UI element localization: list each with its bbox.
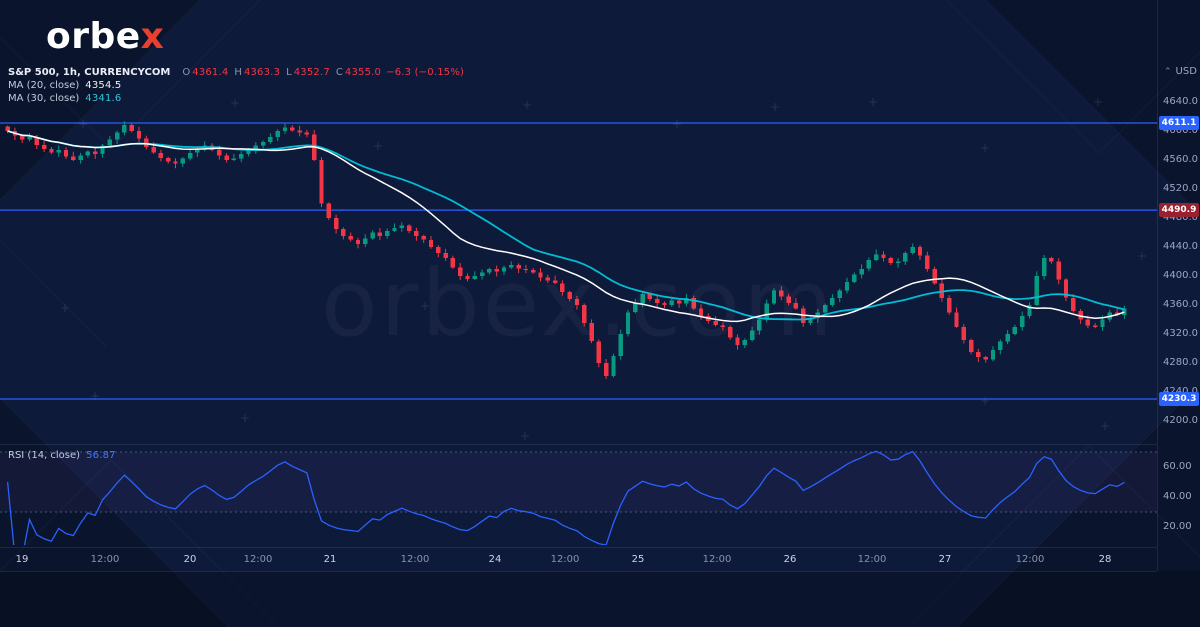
price-tick: 4200.0: [1163, 415, 1198, 426]
time-label: 21: [323, 554, 337, 565]
ma30-legend[interactable]: MA (30, close) 4341.6: [8, 92, 464, 105]
symbol-title[interactable]: S&P 500, 1h, CURRENCYCOM: [8, 67, 171, 78]
open-value: 4361.4: [192, 67, 229, 78]
time-label: 12:00: [243, 554, 273, 565]
logo-text: orbe: [46, 16, 141, 57]
rsi-legend[interactable]: RSI (14, close) 56.87: [8, 450, 116, 461]
time-label: 12:00: [1015, 554, 1045, 565]
change-value: −6.3 (−0.15%): [386, 67, 465, 78]
open-label: O: [182, 67, 191, 78]
time-label: 26: [783, 554, 797, 565]
level-price-badge: 4230.3: [1159, 392, 1199, 407]
chevron-up-icon: ⌃: [1164, 67, 1172, 77]
high-value: 4363.3: [243, 67, 281, 78]
rsi-tick: 60.00: [1163, 461, 1192, 472]
low-value: 4352.7: [293, 67, 330, 78]
level-price-badge: 4490.9: [1159, 203, 1199, 218]
pane-separator[interactable]: [0, 547, 1157, 548]
time-label: 12:00: [90, 554, 120, 565]
time-label: 19: [15, 554, 29, 565]
ma30-value: 4341.6: [85, 93, 122, 104]
axis-separator: [0, 571, 1157, 572]
time-label: 12:00: [400, 554, 430, 565]
price-pane-canvas[interactable]: [0, 62, 1157, 442]
rsi-tick: 40.00: [1163, 491, 1192, 502]
time-label: 12:00: [550, 554, 580, 565]
close-label: C: [335, 67, 343, 78]
price-tick: 4320.0: [1163, 328, 1198, 339]
rsi-value: 56.87: [86, 450, 116, 461]
time-label: 12:00: [702, 554, 732, 565]
ma20-value: 4354.5: [85, 80, 122, 91]
ma30-label: MA (30, close): [8, 93, 80, 104]
high-label: H: [234, 67, 242, 78]
price-tick: 4520.0: [1163, 183, 1198, 194]
price-tick: 4640.0: [1163, 96, 1198, 107]
time-label: 24: [488, 554, 502, 565]
close-value: 4355.0: [344, 67, 382, 78]
price-tick: 4400.0: [1163, 270, 1198, 281]
currency-label: ⌃ USD: [1164, 66, 1197, 77]
low-label: L: [286, 67, 292, 78]
price-tick: 4440.0: [1163, 241, 1198, 252]
price-tick: 4280.0: [1163, 357, 1198, 368]
rsi-band: [0, 452, 1157, 512]
price-tick: 4360.0: [1163, 299, 1198, 310]
orbex-logo: orbex: [46, 16, 164, 57]
currency-text: USD: [1175, 66, 1197, 77]
ohlc-row: S&P 500, 1h, CURRENCYCOM O 4361.4 H 4363.3 L 4…: [8, 66, 464, 79]
rsi-pane-canvas[interactable]: [0, 447, 1157, 545]
ma20-legend[interactable]: MA (20, close) 4354.5: [8, 79, 464, 92]
pane-separator[interactable]: [0, 444, 1157, 445]
time-label: 25: [631, 554, 645, 565]
bottom-decor-band: [0, 571, 1200, 627]
symbol-legend: S&P 500, 1h, CURRENCYCOM O 4361.4 H 4363.3 L 4…: [8, 66, 464, 105]
level-price-badge: 4611.1: [1159, 115, 1199, 130]
time-label: 12:00: [857, 554, 887, 565]
time-axis[interactable]: 19 12:00 20 12:00 21 12:00 24 12:00 25 12:00 26 12:…: [0, 549, 1157, 571]
time-label: 28: [1098, 554, 1112, 565]
price-axis[interactable]: ⌃ USD 4640.0 4600.0 4560.0 4520.0 4480.0 4440.…: [1157, 0, 1200, 571]
price-tick: 4480.0: [1163, 212, 1198, 223]
logo-accent-x: x: [140, 16, 165, 57]
time-label: 27: [938, 554, 952, 565]
time-label: 20: [183, 554, 197, 565]
rsi-tick: 20.00: [1163, 521, 1192, 532]
rsi-label: RSI (14, close): [8, 450, 81, 461]
price-tick: 4560.0: [1163, 154, 1198, 165]
ma20-label: MA (20, close): [8, 80, 80, 91]
